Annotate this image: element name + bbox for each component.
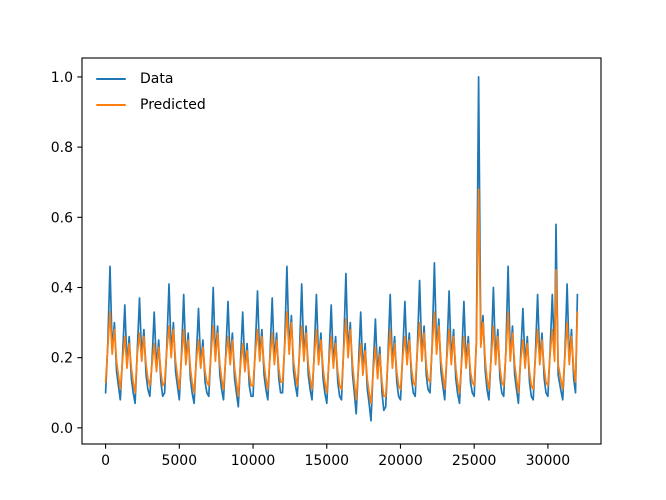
legend-line-sample-data — [96, 77, 126, 81]
x-tick-label: 5000 — [161, 453, 197, 469]
x-tick-label: 15000 — [304, 453, 349, 469]
legend: Data Predicted — [96, 66, 206, 118]
y-tick-label: 0.6 — [51, 210, 73, 226]
series-line-predicted — [104, 188, 579, 405]
legend-label: Predicted — [140, 97, 206, 113]
y-tick-label: 0.8 — [51, 140, 73, 156]
y-tick-label: 1.0 — [51, 70, 73, 86]
x-tick-label: 30000 — [526, 453, 571, 469]
legend-item-predicted: Predicted — [96, 92, 206, 118]
plot-spines — [81, 57, 602, 445]
y-tick-label: 0.4 — [51, 280, 73, 296]
x-tick-label: 0 — [101, 453, 110, 469]
x-tick-label: 10000 — [231, 453, 276, 469]
legend-item-data: Data — [96, 66, 206, 92]
legend-label: Data — [140, 71, 174, 87]
y-tick-label: 0.0 — [51, 421, 73, 437]
legend-line-sample-predicted — [96, 103, 126, 107]
x-tick-label: 25000 — [452, 453, 497, 469]
y-tick-label: 0.2 — [51, 351, 73, 367]
x-tick-label: 20000 — [378, 453, 423, 469]
